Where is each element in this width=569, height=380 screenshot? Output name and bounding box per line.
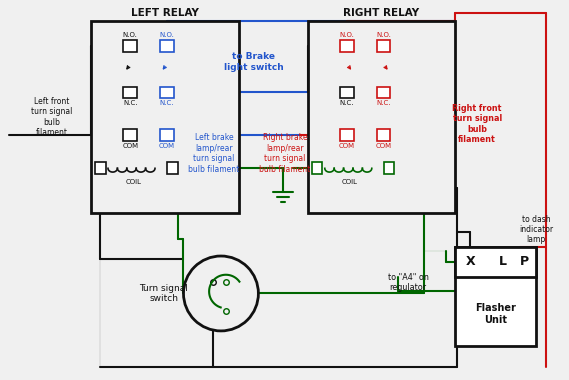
Bar xyxy=(95,162,106,174)
Bar xyxy=(377,129,390,141)
Bar xyxy=(377,40,390,52)
Text: N.O.: N.O. xyxy=(376,32,391,38)
Bar xyxy=(312,162,323,174)
Text: Turn signal
switch: Turn signal switch xyxy=(139,284,188,303)
Text: N.C.: N.C. xyxy=(340,100,354,106)
Text: N.O.: N.O. xyxy=(340,32,354,38)
Text: N.O.: N.O. xyxy=(159,32,174,38)
Text: to dash
indicator
lamp: to dash indicator lamp xyxy=(519,215,553,244)
Bar xyxy=(384,162,394,174)
Bar xyxy=(160,87,174,98)
Text: N.C.: N.C. xyxy=(376,100,391,106)
Bar xyxy=(340,40,354,52)
Text: COM: COM xyxy=(159,142,175,149)
Text: Left brake
lamp/rear
turn signal
bulb filament: Left brake lamp/rear turn signal bulb fi… xyxy=(188,133,240,174)
Text: COM: COM xyxy=(339,142,355,149)
Bar xyxy=(91,21,238,213)
Text: P: P xyxy=(520,255,529,268)
Text: L: L xyxy=(499,255,507,268)
Bar xyxy=(455,247,536,346)
Bar xyxy=(308,21,455,213)
Bar xyxy=(123,40,137,52)
Bar xyxy=(123,129,137,141)
Bar xyxy=(455,247,536,277)
Bar xyxy=(340,129,354,141)
Text: COM: COM xyxy=(122,142,138,149)
Text: Right front
turn signal
bulb
filament: Right front turn signal bulb filament xyxy=(452,104,502,144)
Text: Flasher
Unit: Flasher Unit xyxy=(476,303,516,325)
Text: N.O.: N.O. xyxy=(123,32,138,38)
Text: RIGHT RELAY: RIGHT RELAY xyxy=(344,8,419,17)
Text: to Brake
light switch: to Brake light switch xyxy=(224,52,283,71)
Text: to "A4" on
regulator: to "A4" on regulator xyxy=(387,273,428,292)
Text: COIL: COIL xyxy=(342,179,358,185)
Text: COIL: COIL xyxy=(125,179,141,185)
Bar xyxy=(377,87,390,98)
Bar xyxy=(123,87,137,98)
Text: LEFT RELAY: LEFT RELAY xyxy=(131,8,199,17)
Text: Left front
turn signal
bulb
filament: Left front turn signal bulb filament xyxy=(31,97,72,137)
Bar xyxy=(340,87,354,98)
Bar xyxy=(167,162,178,174)
Text: N.C.: N.C. xyxy=(123,100,138,106)
Text: X: X xyxy=(465,255,475,268)
Text: COM: COM xyxy=(376,142,391,149)
Bar xyxy=(160,129,174,141)
Text: N.C.: N.C. xyxy=(159,100,174,106)
Bar xyxy=(160,40,174,52)
Text: Right brake
lamp/rear
turn signal
bulb filament: Right brake lamp/rear turn signal bulb f… xyxy=(259,133,311,174)
